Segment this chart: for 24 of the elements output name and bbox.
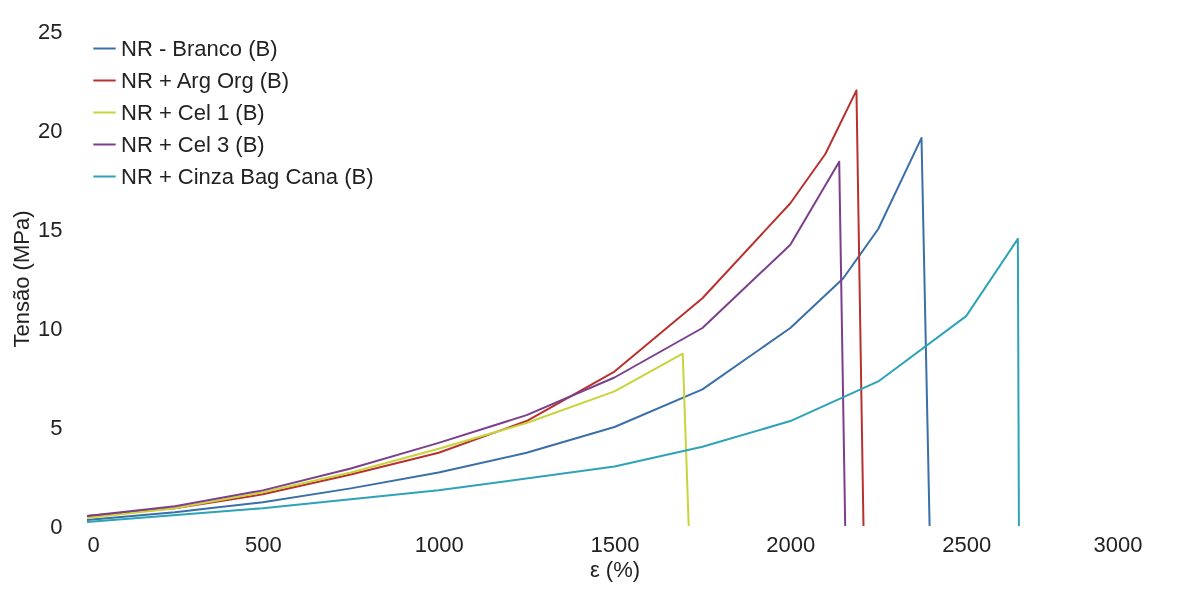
line-series [87, 237, 1020, 526]
x-tick-label: 500 [244, 531, 282, 557]
x-tick-label: 0 [87, 531, 100, 557]
line-series [87, 352, 690, 526]
y-tick-label: 0 [50, 513, 63, 539]
line-series [87, 160, 847, 526]
line-series [87, 136, 931, 526]
y-tick-label: 20 [38, 117, 63, 143]
legend-label: NR + Cinza Bag Cana (B) [121, 163, 374, 189]
x-tick-label: 1500 [590, 531, 640, 557]
y-tick-label: 15 [38, 216, 63, 242]
x-tick-label: 3000 [1093, 531, 1143, 557]
x-tick-label: 2000 [766, 531, 816, 557]
legend-label: NR + Arg Org (B) [121, 67, 290, 93]
x-axis-title: ε (%) [589, 556, 641, 582]
x-tick-label: 2500 [942, 531, 992, 557]
legend-label: NR - Branco (B) [121, 35, 278, 61]
legend-label: NR + Cel 3 (B) [121, 131, 265, 157]
y-tick-label: 10 [38, 315, 63, 341]
legend-label: NR + Cel 1 (B) [121, 99, 265, 125]
y-tick-label: 5 [50, 414, 63, 440]
y-axis-title: Tensão (MPa) [9, 210, 35, 348]
x-tick-label: 1000 [414, 531, 464, 557]
y-tick-label: 25 [38, 18, 63, 44]
